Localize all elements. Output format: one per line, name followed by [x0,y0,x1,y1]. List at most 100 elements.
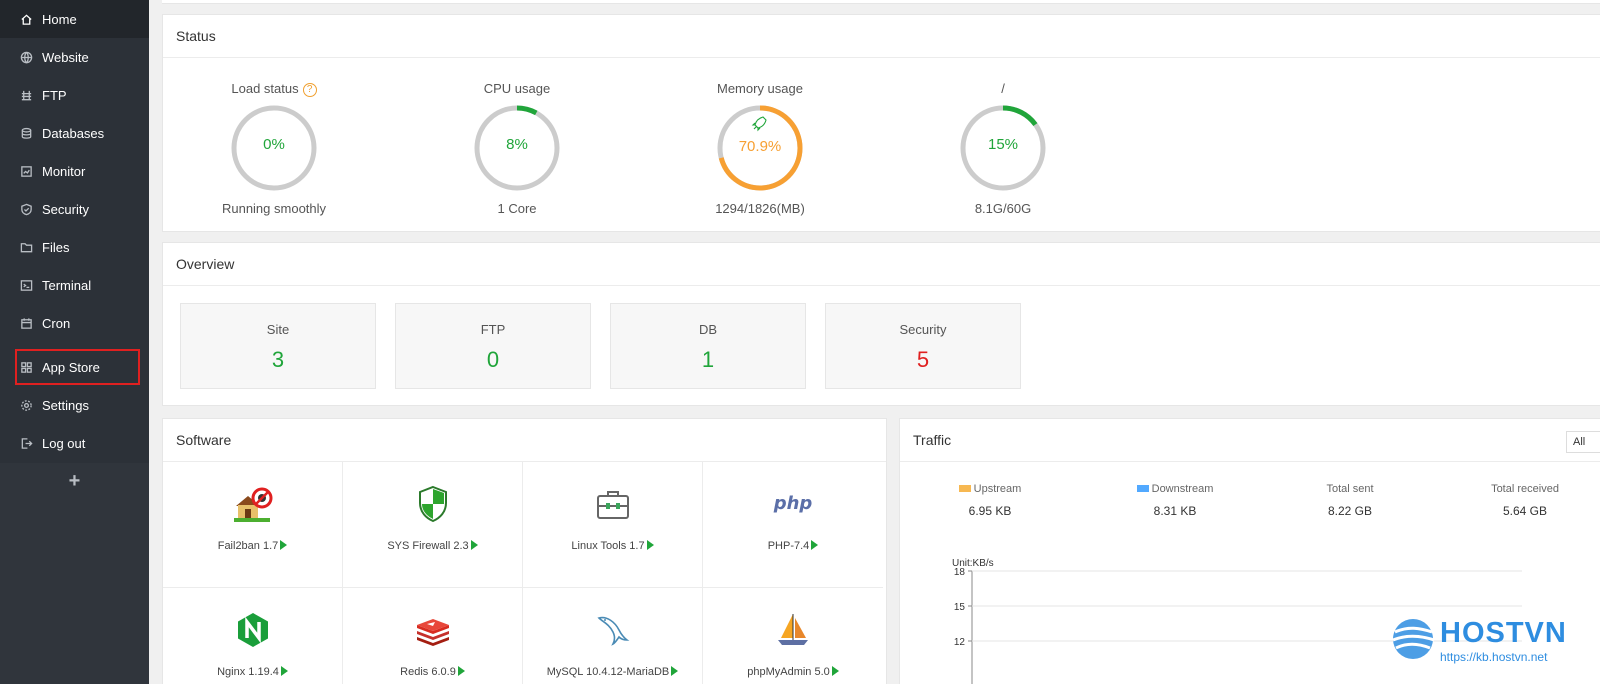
sidebar-item-label: Monitor [42,163,86,179]
gauge-ring: 0% [229,103,319,193]
sidebar-item-label: Cron [42,315,71,331]
add-button[interactable]: + [68,469,81,492]
software-name: Redis 6.0.9 [343,666,522,678]
sidebar-item-settings[interactable]: Settings [0,386,149,424]
sidebar-item-label: FTP [42,87,67,103]
gauge-ring-svg [474,105,560,191]
sidebar-item-label: App Store [42,359,100,375]
ftp-icon [19,88,33,102]
gauge-label: Load status? [174,81,374,97]
gauge-cpu[interactable]: CPU usage 8% 1 Core [417,81,617,216]
firewall-icon [413,484,453,524]
sidebar-item-security[interactable]: Security [0,190,149,228]
gauge-label: / [1001,81,1005,96]
software-item[interactable]: MySQL 10.4.12-MariaDB [523,588,703,684]
sidebar-item-files[interactable]: Files [0,228,149,266]
monitor-icon [19,164,33,178]
traffic-filter-select[interactable]: All [1566,431,1600,453]
sidebar-item-databases[interactable]: Databases [0,114,149,152]
gauge-memory[interactable]: Memory usage 70.9% 1294/1826(MB) [660,81,860,216]
terminal-icon [19,278,33,292]
software-item[interactable]: Linux Tools 1.7 [523,462,703,588]
logout-icon [19,436,33,450]
sidebar: Home Website FTP Databases Monitor Secur… [0,0,149,684]
overview-count: 3 [271,347,285,372]
folder-icon [19,240,33,254]
shield-icon [19,202,33,216]
legend-label: Upstream [945,483,1035,495]
sidebar-item-app-store[interactable]: App Store [0,348,149,386]
traffic-title: Traffic [900,419,1600,462]
sidebar-item-website[interactable]: Website [0,38,149,76]
software-item[interactable]: Nginx 1.19.4 [163,588,343,684]
overview-ftp[interactable]: FTP 0 [395,303,591,389]
play-icon[interactable] [457,666,465,676]
gear-icon [19,398,33,412]
overview-site[interactable]: Site 3 [180,303,376,389]
grid-icon [19,360,33,374]
overview-security[interactable]: Security 5 [825,303,1021,389]
legend-swatch-upstream [958,485,971,492]
gauge-value: 15% [987,136,1019,153]
chart-unit-label: Unit:KB/s [952,558,994,569]
traffic-upstream: Upstream 6.95 KB [945,483,1035,518]
gauge-ring-svg [231,105,317,191]
software-name: SYS Firewall 2.3 [343,540,522,552]
play-icon[interactable] [470,540,478,550]
software-title: Software [163,419,886,462]
sidebar-item-log-out[interactable]: Log out [0,424,149,462]
overview-label: DB [698,322,718,337]
software-item[interactable]: Redis 6.0.9 [343,588,523,684]
gauge-arc [960,105,1046,191]
sidebar-item-monitor[interactable]: Monitor [0,152,149,190]
sidebar-item-ftp[interactable]: FTP [0,76,149,114]
gauge-load[interactable]: Load status? 0% Running smoothly [174,81,374,216]
sidebar-item-cron[interactable]: Cron [0,304,149,342]
help-icon[interactable]: ? [302,83,317,97]
gauge-sub: Running smoothly [221,201,327,216]
gauge-value: 70.9% [738,138,782,155]
sidebar-item-home[interactable]: Home [0,0,149,38]
top-strip [162,0,1600,4]
rocket-icon[interactable] [751,116,767,132]
play-icon[interactable] [811,540,819,550]
toolbox-icon [593,484,633,524]
gauge-arc [474,105,560,191]
gauge-label: Memory usage [717,81,803,96]
play-icon[interactable] [671,666,679,676]
play-icon[interactable] [831,666,839,676]
sidebar-item-label: Files [42,239,70,255]
software-item[interactable]: phpMyAdmin 5.0 [703,588,883,684]
gauge-sub: 1 Core [497,201,537,216]
sidebar-item-label: Databases [42,125,105,141]
gauge-ring: 8% [472,103,562,193]
sidebar-item-label: Security [42,201,89,217]
software-item[interactable]: php PHP-7.4 [703,462,883,588]
total-sent-label: Total sent [1326,483,1374,495]
overview-db[interactable]: DB 1 [610,303,806,389]
gauge-ring-svg [717,105,803,191]
software-name: phpMyAdmin 5.0 [703,666,883,678]
software-name: Linux Tools 1.7 [523,540,702,552]
sidebar-item-terminal[interactable]: Terminal [0,266,149,304]
total-received-value: 5.64 GB [1502,504,1548,518]
gauge-disk[interactable]: / 15% 8.1G/60G [903,81,1103,216]
php-icon: php [763,484,823,524]
total-received-label: Total received [1491,483,1559,495]
mysql-icon [593,610,633,650]
software-name: Nginx 1.19.4 [163,666,342,678]
software-item[interactable]: Fail2ban 1.7 [163,462,343,588]
software-item[interactable]: SYS Firewall 2.3 [343,462,523,588]
chart-tick-label: 12 [954,637,966,648]
hostvn-logo [1392,619,1435,659]
gauge-ring-svg [960,105,1046,191]
sidebar-footer [0,463,149,684]
gauge-arc [717,105,803,191]
sidebar-item-label: Home [42,11,77,27]
calendar-icon [19,316,33,330]
play-icon[interactable] [280,540,288,550]
gauge-ring: 70.9% [715,103,805,193]
status-title: Status [163,15,1600,58]
play-icon[interactable] [280,666,288,676]
play-icon[interactable] [646,540,654,550]
